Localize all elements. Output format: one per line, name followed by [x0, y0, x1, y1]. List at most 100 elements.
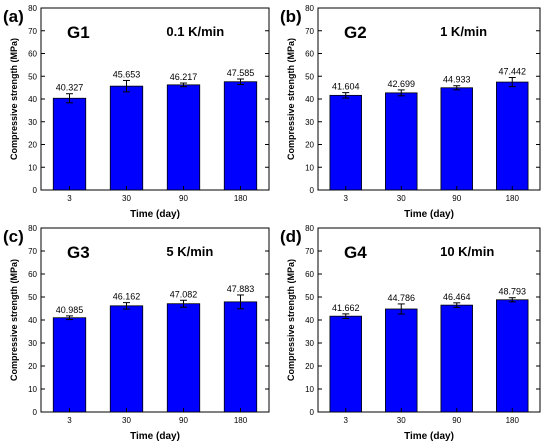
y-tick-label: 30	[28, 339, 37, 348]
data-label: 42.699	[387, 79, 415, 89]
bar	[52, 317, 87, 413]
data-label: 44.933	[443, 75, 471, 85]
bar	[166, 303, 201, 413]
rate-label: 0.1 K/min	[166, 24, 224, 39]
panel-label: (d)	[280, 227, 302, 246]
x-axis-label: Time (day)	[404, 209, 454, 220]
x-tick-label: 3	[344, 194, 349, 203]
y-tick-label: 70	[305, 247, 314, 256]
y-tick-label: 0	[310, 186, 315, 195]
x-tick-label: 180	[506, 416, 520, 425]
x-tick-label: 90	[452, 194, 461, 203]
x-tick-label: 180	[234, 416, 248, 425]
y-tick-label: 30	[305, 118, 314, 127]
y-tick-label: 50	[305, 72, 314, 81]
data-label: 47.082	[170, 289, 198, 299]
y-tick-label: 0	[33, 186, 38, 195]
bar	[166, 84, 201, 191]
bar	[109, 85, 144, 191]
bar	[52, 97, 87, 191]
x-tick-label: 3	[67, 194, 72, 203]
y-tick-label: 80	[305, 224, 314, 233]
panel-label: (b)	[280, 7, 302, 26]
data-label: 41.662	[332, 303, 360, 313]
data-label: 45.653	[113, 69, 141, 79]
y-tick-label: 40	[28, 95, 37, 104]
group-label: G2	[344, 23, 367, 42]
data-label: 46.162	[113, 292, 141, 302]
y-axis-label: Compressive strength (MPa)	[286, 38, 296, 160]
bar	[385, 92, 418, 191]
bar	[329, 94, 362, 191]
panel-3: 0 10 20 30 40 50 60 70 80 40.985 3 46.162 30 47.082 90…	[3, 224, 270, 442]
y-tick-label: 20	[28, 141, 37, 150]
data-label: 44.786	[387, 293, 415, 303]
y-tick-label: 10	[28, 163, 37, 172]
y-tick-label: 70	[28, 27, 37, 36]
rate-label: 1 K/min	[440, 24, 487, 39]
x-tick-label: 3	[344, 416, 349, 425]
y-tick-label: 0	[310, 408, 315, 417]
x-tick-label: 3	[67, 416, 72, 425]
x-axis-label: Time (day)	[130, 431, 180, 442]
y-tick-label: 70	[305, 27, 314, 36]
rate-label: 5 K/min	[166, 244, 213, 259]
data-label: 47.883	[227, 284, 255, 294]
y-tick-label: 50	[28, 293, 37, 302]
y-tick-label: 50	[28, 72, 37, 81]
y-axis-label: Compressive strength (MPa)	[286, 259, 296, 381]
y-tick-label: 10	[305, 163, 314, 172]
panel-label: (c)	[3, 227, 24, 246]
bar	[223, 301, 258, 413]
y-tick-label: 60	[305, 50, 314, 59]
data-label: 47.585	[227, 68, 255, 78]
y-tick-label: 70	[28, 247, 37, 256]
y-tick-label: 30	[28, 118, 37, 127]
y-tick-label: 10	[305, 385, 314, 394]
y-tick-label: 60	[305, 270, 314, 279]
bar	[440, 304, 473, 413]
bar	[440, 87, 473, 191]
y-tick-label: 50	[305, 293, 314, 302]
y-tick-label: 60	[28, 270, 37, 279]
y-axis-label: Compressive strength (MPa)	[9, 259, 19, 381]
data-label: 47.442	[498, 67, 526, 77]
y-tick-label: 0	[33, 408, 38, 417]
rate-label: 10 K/min	[440, 244, 494, 259]
y-tick-label: 40	[305, 95, 314, 104]
group-label: G1	[67, 23, 90, 42]
y-tick-label: 40	[28, 316, 37, 325]
x-tick-label: 180	[506, 194, 520, 203]
group-label: G4	[344, 243, 367, 262]
x-tick-label: 180	[234, 194, 248, 203]
panel-label: (a)	[3, 7, 24, 26]
panel-1: 0 10 20 30 40 50 60 70 80 40.327 3 45.653 30 46.217 90…	[3, 4, 270, 220]
x-tick-label: 30	[122, 194, 131, 203]
y-tick-label: 80	[28, 4, 37, 13]
x-axis-label: Time (day)	[130, 209, 180, 220]
data-label: 41.604	[332, 82, 360, 92]
y-tick-label: 60	[28, 50, 37, 59]
group-label: G3	[67, 243, 90, 262]
y-tick-label: 80	[28, 224, 37, 233]
x-tick-label: 90	[179, 416, 188, 425]
bar	[109, 305, 144, 413]
bar	[496, 299, 529, 413]
x-tick-label: 90	[179, 194, 188, 203]
x-axis-label: Time (day)	[404, 431, 454, 442]
bar	[385, 308, 418, 413]
x-tick-label: 30	[397, 416, 406, 425]
y-tick-label: 20	[305, 141, 314, 150]
y-tick-label: 20	[28, 362, 37, 371]
data-label: 46.464	[443, 292, 471, 302]
y-tick-label: 80	[305, 4, 314, 13]
data-label: 40.327	[56, 83, 84, 93]
panel-4: 0 10 20 30 40 50 60 70 80 41.662 3 44.786 30 46.464 90…	[280, 224, 541, 442]
y-axis-label: Compressive strength (MPa)	[9, 38, 19, 160]
data-label: 40.985	[56, 305, 84, 315]
y-tick-label: 40	[305, 316, 314, 325]
x-tick-label: 30	[397, 194, 406, 203]
y-tick-label: 10	[28, 385, 37, 394]
bar	[496, 81, 529, 191]
x-tick-label: 30	[122, 416, 131, 425]
